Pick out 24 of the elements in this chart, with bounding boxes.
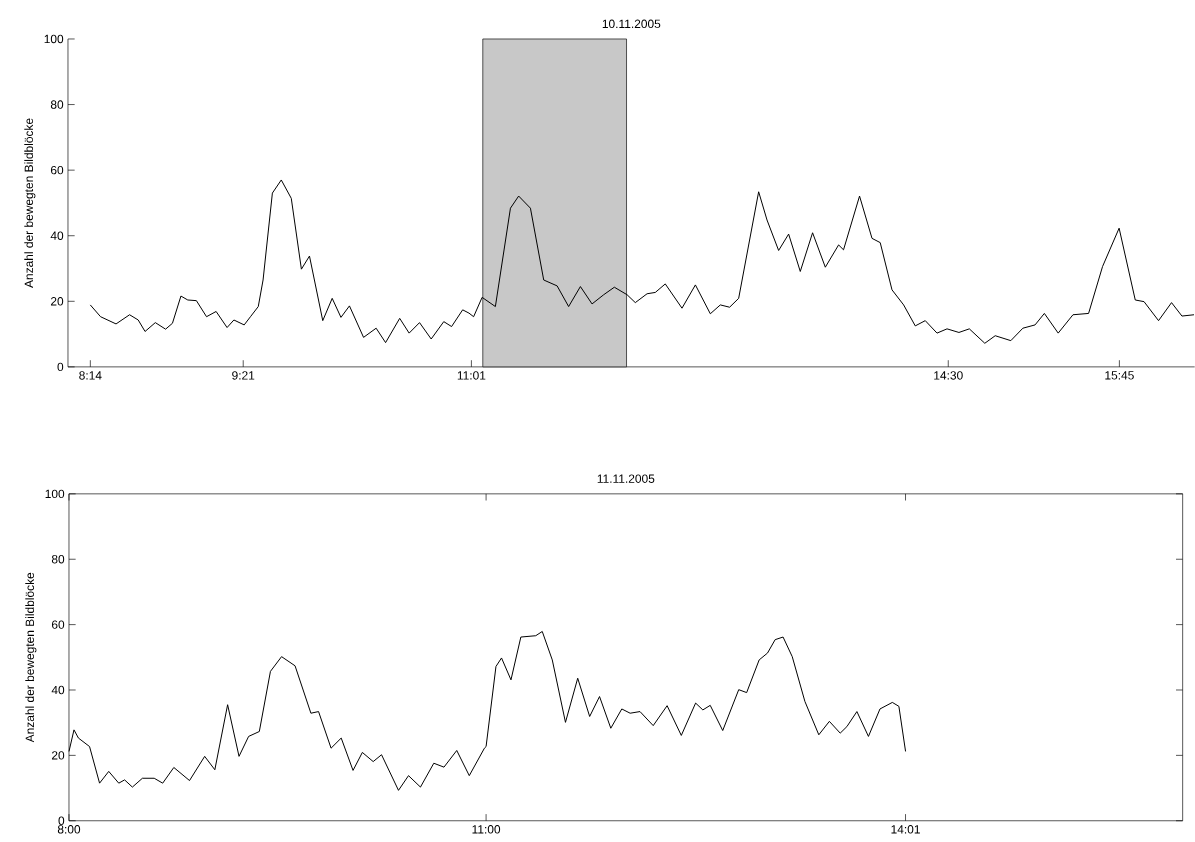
y-axis-title: Anzahl der bewegten Bildblöcke [24,118,36,289]
chart-title: 11.11.2005 [597,474,655,484]
y-axis-title: Anzahl der bewegten Bildblöcke [25,572,37,743]
x-tick-label: 11:00 [472,825,501,834]
y-tick-label: 40 [50,231,64,241]
y-tick-label: 60 [50,166,64,175]
y-tick-label: 100 [44,34,64,44]
chart-title: 10.11.2005 [602,19,661,29]
x-tick-label: 11:01 [457,371,486,380]
y-tick-label: 40 [51,685,65,695]
y-tick-label: 0 [58,816,65,826]
y-tick-label: 60 [51,620,65,629]
y-tick-label: 100 [45,489,65,499]
y-tick-label: 80 [51,555,65,564]
x-tick-label: 15:45 [1105,371,1134,380]
x-tick-label: 14:01 [891,825,920,834]
x-tick-label: 14:30 [934,371,963,380]
y-tick-label: 80 [50,100,64,109]
x-tick-label: 8:00 [57,825,81,834]
x-tick-label: 8:14 [79,371,102,380]
y-tick-label: 0 [57,362,64,372]
y-tick-label: 20 [51,751,65,760]
y-tick-label: 20 [50,297,64,306]
x-tick-label: 9:21 [232,371,255,380]
